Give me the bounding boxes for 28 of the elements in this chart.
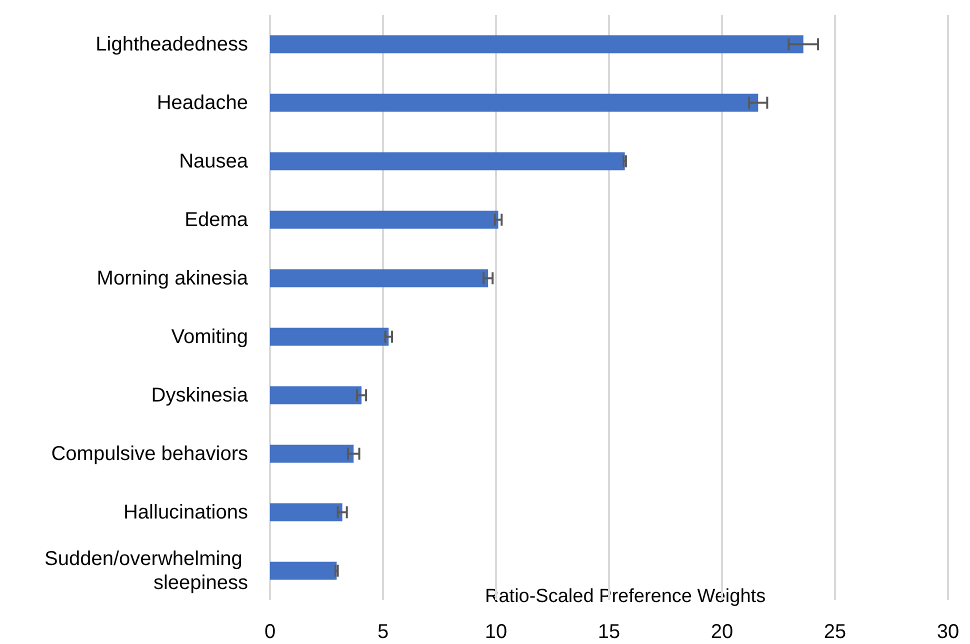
bar	[270, 503, 342, 522]
y-tick-label: Hallucinations	[123, 501, 248, 524]
y-tick-label: Dyskinesia	[151, 384, 249, 406]
y-tick-label: Lightheadedness	[96, 33, 248, 56]
x-axis-title: Ratio-Scaled Preference Weights	[485, 586, 766, 607]
y-tick-label: Nausea	[179, 150, 249, 172]
y-tick-label: Edema	[184, 208, 249, 231]
x-tick-label: 25	[824, 621, 846, 643]
bar	[270, 210, 498, 229]
bar	[270, 328, 389, 346]
y-tick-label: Morning akinesia	[96, 267, 249, 290]
y-tick-label: Headache	[156, 92, 248, 114]
x-tick-label: 10	[484, 621, 508, 643]
x-tick-label: 5	[377, 621, 389, 643]
bar	[270, 269, 488, 288]
x-tick-label: 20	[710, 621, 734, 643]
y-tick-label: Compulsive behaviors	[51, 442, 248, 465]
bar	[270, 152, 625, 170]
bar	[270, 94, 758, 112]
x-tick-label: 30	[936, 621, 960, 643]
y-tick-label: Vomiting	[171, 326, 248, 348]
x-tick-label: 0	[264, 621, 276, 643]
y-tick-label: Sudden/overwhelming sleepiness	[44, 548, 248, 594]
bar	[270, 35, 804, 54]
bar	[270, 386, 362, 404]
x-tick-label: 15	[598, 621, 620, 643]
bar	[270, 444, 354, 463]
bar	[270, 562, 337, 580]
